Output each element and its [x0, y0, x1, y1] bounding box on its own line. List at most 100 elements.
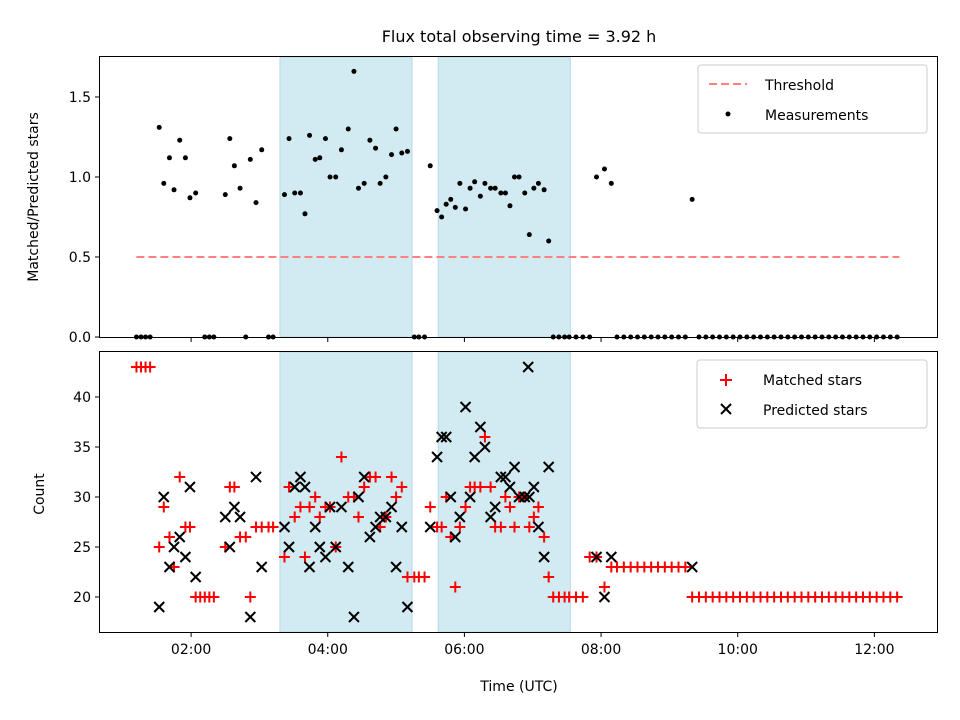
matched-star-marker: [370, 471, 382, 483]
predicted-star-marker: [342, 561, 354, 573]
matched-star-marker: [499, 491, 511, 503]
matched-star-marker: [163, 531, 175, 543]
predicted-star-marker: [250, 471, 262, 483]
legend-measurements-label: Measurements: [765, 108, 868, 124]
measurement-point: [472, 179, 478, 185]
matched-star-marker: [449, 581, 461, 593]
matched-star-marker: [528, 511, 540, 523]
top-y-tick-label: 0.0: [69, 330, 91, 346]
matched-star-marker: [454, 521, 466, 533]
measurement-point: [345, 126, 351, 132]
bottom-y-axis-label: Count: [32, 473, 48, 515]
matched-star-marker: [184, 521, 196, 533]
predicted-star-marker: [224, 541, 236, 553]
measurement-point: [477, 193, 483, 199]
measurement-point: [356, 185, 362, 191]
matched-star-marker: [240, 531, 252, 543]
x-tick-label: 02:00: [171, 642, 211, 658]
predicted-star-marker: [449, 531, 462, 543]
matched-star-marker: [891, 591, 903, 603]
predicted-star-marker: [303, 561, 316, 573]
x-axis-label: Time (UTC): [479, 679, 557, 695]
measurement-point: [492, 185, 498, 191]
matched-star-marker: [509, 521, 521, 533]
measurement-point: [467, 185, 473, 191]
legend-matched-label: Matched stars: [763, 373, 862, 389]
bottom-y-tick-label: 25: [73, 540, 91, 556]
predicted-star-marker: [396, 521, 408, 533]
predicted-star-marker: [445, 491, 457, 503]
matched-star-marker: [208, 591, 220, 603]
predicted-star-marker: [380, 511, 392, 523]
measurement-point: [297, 190, 303, 196]
measurement-point: [457, 180, 463, 186]
matched-star-marker: [353, 511, 365, 523]
measurement-point: [156, 124, 162, 130]
bottom-y-tick-label: 20: [73, 590, 91, 606]
measurement-point: [452, 204, 458, 210]
legend-matched-marker: [720, 374, 732, 386]
measurement-point: [193, 190, 199, 196]
measurement-point: [166, 155, 172, 161]
predicted-star-marker: [153, 601, 165, 613]
predicted-star-marker: [495, 471, 507, 483]
measurement-point: [171, 187, 177, 193]
measurement-point: [307, 132, 313, 138]
measurement-point: [546, 238, 552, 244]
measurement-point: [535, 180, 541, 186]
x-tick-label: 10:00: [718, 642, 758, 658]
predicted-star-marker: [489, 501, 501, 513]
matched-star-marker: [390, 491, 402, 503]
matched-star-marker: [244, 591, 256, 603]
top-shaded-interval-1: [279, 56, 413, 338]
matched-star-marker: [436, 521, 448, 533]
legend-predicted-marker: [720, 403, 732, 415]
predicted-star-marker: [523, 491, 536, 503]
top-y-axis-label: Matched/Predicted stars: [26, 112, 42, 282]
bottom-panel: 20 25 30 35 40 02:00 04:00 06:00 08:00 10:00 12:0…: [32, 351, 938, 695]
predicted-star-marker: [314, 541, 326, 553]
measurement-point: [516, 174, 522, 180]
predicted-star-marker: [168, 541, 180, 553]
measurement-point: [338, 147, 344, 153]
predicted-star-marker: [234, 511, 246, 523]
predicted-star-marker: [528, 481, 540, 493]
x-tick-label: 12:00: [854, 642, 894, 658]
measurement-point: [498, 190, 504, 196]
predicted-star-marker: [542, 461, 555, 473]
matched-star-marker: [479, 431, 491, 443]
legend-predicted-label: Predicted stars: [763, 403, 868, 419]
measurement-point: [302, 211, 308, 217]
matched-star-marker: [228, 481, 240, 493]
predicted-star-marker: [179, 551, 192, 563]
matched-star-marker: [485, 481, 497, 493]
predicted-star-marker: [158, 491, 170, 503]
predicted-star-marker: [228, 501, 241, 513]
measurement-point: [507, 203, 513, 209]
predicted-star-marker: [598, 591, 611, 603]
bottom-shaded-interval-1: [279, 351, 413, 633]
measurement-point: [351, 68, 357, 74]
measurement-point: [373, 145, 379, 151]
measurement-point: [393, 126, 399, 132]
legend-threshold-label: Threshold: [764, 78, 834, 94]
measurement-point: [231, 163, 237, 169]
predicted-star-marker: [369, 521, 382, 533]
predicted-star-marker: [358, 471, 370, 483]
matched-star-marker: [598, 581, 610, 593]
predicted-star-marker: [163, 561, 176, 573]
measurement-point: [399, 150, 405, 156]
measurement-point: [512, 174, 518, 180]
predicted-star-marker: [294, 471, 307, 483]
measurement-point: [522, 190, 528, 196]
predicted-star-marker: [335, 501, 348, 513]
measurement-point: [482, 180, 488, 186]
matched-star-marker: [538, 531, 550, 543]
top-plot-frame: [99, 56, 938, 338]
predicted-star-marker: [686, 561, 698, 573]
x-tick-label: 04:00: [308, 642, 348, 658]
predicted-star-marker: [504, 481, 516, 493]
measurement-point: [281, 192, 287, 198]
matched-star-marker: [679, 561, 691, 573]
